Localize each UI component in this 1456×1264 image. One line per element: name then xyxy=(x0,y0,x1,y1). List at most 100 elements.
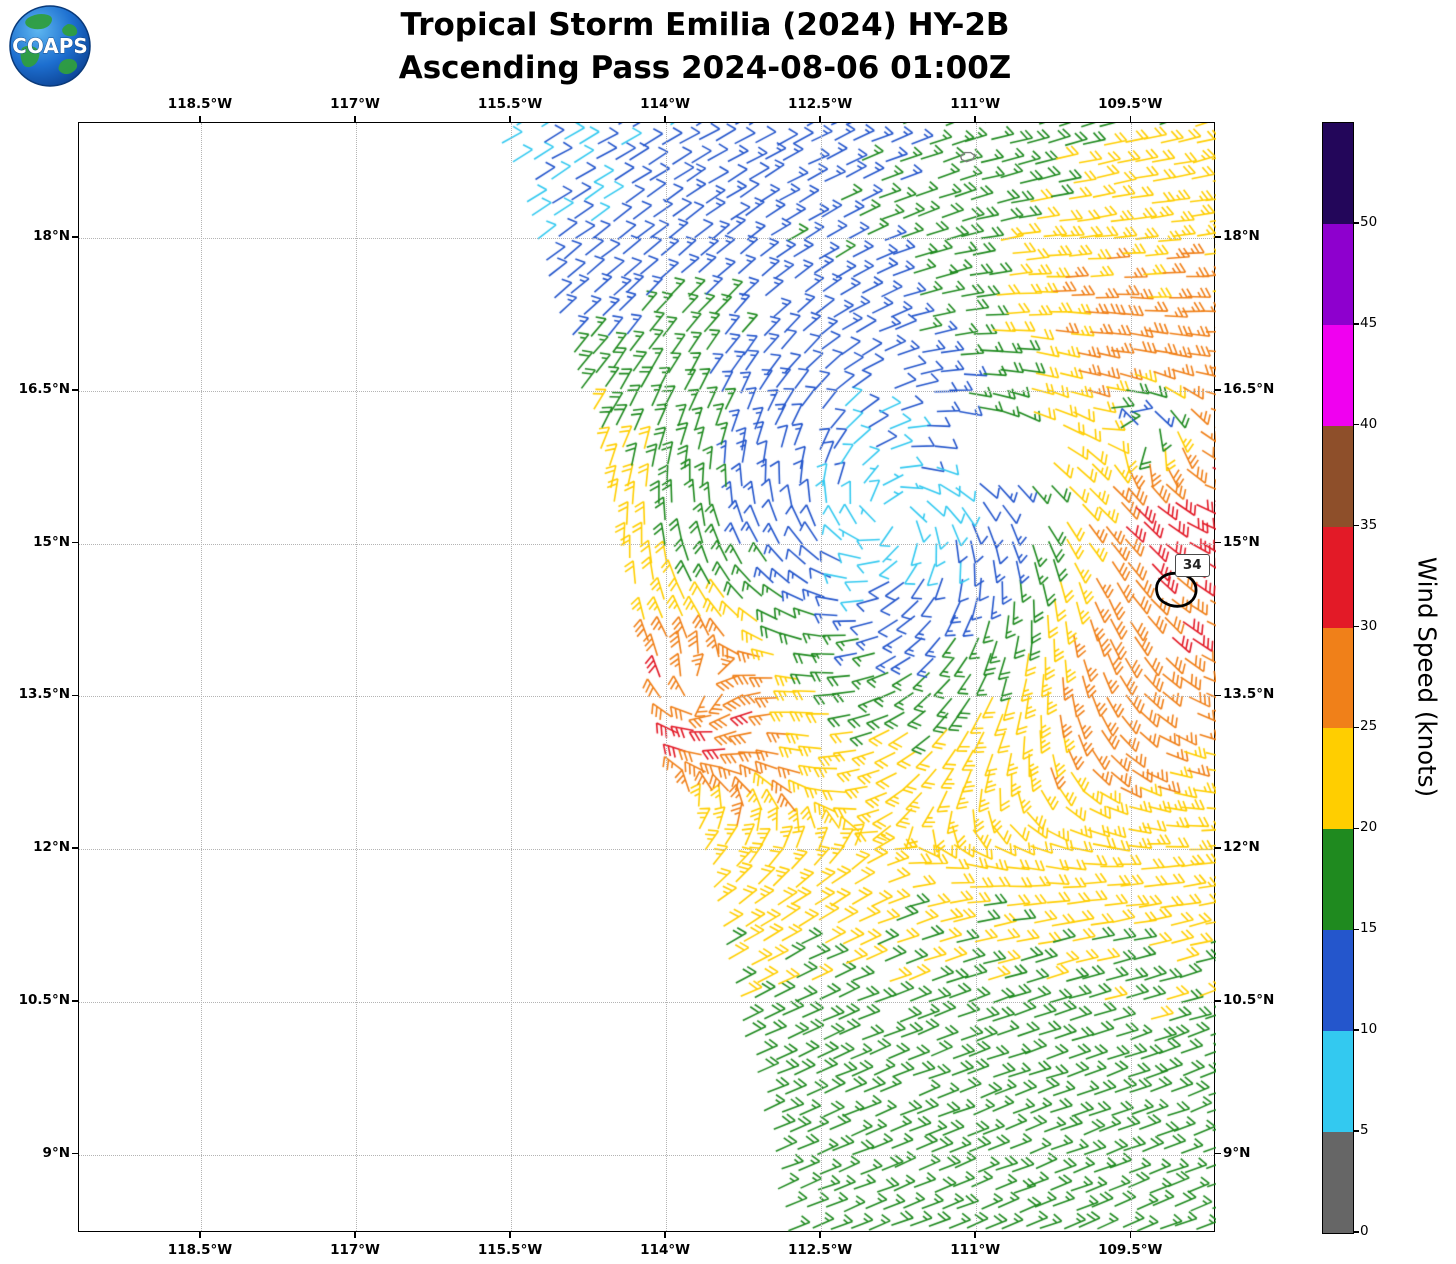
lon-tick-top xyxy=(819,116,821,122)
colorbar-tick-label: 10 xyxy=(1360,1021,1378,1038)
lon-tick-label-bottom: 109.5°W xyxy=(1098,1242,1163,1258)
lon-tick-bottom xyxy=(1129,1232,1131,1238)
lon-tick-label-bottom: 118.5°W xyxy=(167,1242,233,1258)
lat-tick-left xyxy=(72,1000,78,1002)
grid-line-vertical xyxy=(356,123,357,1231)
lat-tick-left xyxy=(72,694,78,697)
lat-tick-label-left: 13.5°N xyxy=(18,686,70,703)
lon-tick-label-top: 112.5°W xyxy=(787,96,853,112)
lat-tick-label-right: 9°N xyxy=(1223,1144,1251,1161)
lat-tick-left xyxy=(72,541,78,544)
lon-tick-label-top: 115.5°W xyxy=(477,96,543,112)
colorbar-segment-0-5 xyxy=(1323,1132,1353,1233)
lat-tick-label-right: 12°N xyxy=(1223,839,1260,856)
wind-barb-canvas xyxy=(79,123,1216,1233)
colorbar-tick xyxy=(1353,524,1359,527)
colorbar-tick-label: 50 xyxy=(1360,213,1378,230)
colorbar-segment-35-40 xyxy=(1323,425,1353,527)
colorbar-tick xyxy=(1353,424,1359,426)
lon-tick-top xyxy=(974,116,976,122)
lon-tick-bottom xyxy=(974,1232,976,1238)
colorbar-tick-label: 35 xyxy=(1360,516,1378,533)
lat-tick-label-right: 16.5°N xyxy=(1223,380,1275,397)
coaps-logo-text: COAPS xyxy=(12,34,88,58)
grid-line-vertical xyxy=(200,123,202,1231)
colorbar-tick xyxy=(1353,1029,1359,1031)
lon-tick-bottom xyxy=(509,1232,511,1238)
coaps-globe-icon: COAPS xyxy=(9,5,91,87)
grid-line-vertical xyxy=(1131,123,1133,1231)
lon-tick-top xyxy=(1129,116,1131,122)
colorbar-tick xyxy=(1353,928,1359,930)
colorbar-tick xyxy=(1353,625,1359,628)
colorbar-tick-label: 0 xyxy=(1360,1223,1369,1239)
colorbar-segment-30-35 xyxy=(1323,526,1353,628)
grid-line-vertical xyxy=(511,123,513,1231)
coaps-logo: COAPS xyxy=(8,4,92,92)
colorbar-tick-label: 40 xyxy=(1360,415,1378,432)
lon-tick-bottom xyxy=(819,1232,821,1238)
lon-tick-label-top: 109.5°W xyxy=(1098,96,1163,112)
lon-tick-label-top: 117°W xyxy=(330,96,380,112)
lon-tick-top xyxy=(664,116,666,122)
grid-line-horizontal xyxy=(79,1001,1214,1003)
colorbar-tick xyxy=(1353,827,1359,830)
colorbar-tick xyxy=(1353,222,1359,224)
colorbar-segment-20-25 xyxy=(1323,728,1353,830)
lon-tick-label-top: 118.5°W xyxy=(167,96,233,112)
lat-tick-left xyxy=(72,1152,78,1155)
figure-title-block: Tropical Storm Emilia (2024) HY-2B Ascen… xyxy=(0,4,1410,90)
lat-tick-right xyxy=(1215,1000,1221,1002)
colorbar-tick-label: 15 xyxy=(1360,920,1378,937)
grid-line-vertical xyxy=(821,123,823,1231)
colorbar-segment-5-10 xyxy=(1323,1031,1353,1133)
map-plot-area xyxy=(78,122,1216,1233)
lat-tick-label-left: 12°N xyxy=(33,839,70,856)
grid-line-vertical xyxy=(976,123,978,1231)
lat-tick-label-left: 10.5°N xyxy=(18,991,70,1008)
grid-line-horizontal xyxy=(79,543,1214,545)
lat-tick-label-left: 9°N xyxy=(42,1144,70,1161)
figure-title-line1: Tropical Storm Emilia (2024) HY-2B xyxy=(400,7,1010,43)
colorbar-tick xyxy=(1353,1130,1359,1132)
colorbar-segment-40-45 xyxy=(1323,324,1353,426)
lat-tick-left xyxy=(72,847,78,849)
lat-tick-right xyxy=(1215,236,1221,238)
colorbar-tick xyxy=(1353,1231,1359,1233)
lon-tick-top xyxy=(199,116,201,122)
lat-tick-right xyxy=(1215,847,1221,849)
lat-tick-label-left: 18°N xyxy=(33,228,70,245)
colorbar xyxy=(1322,122,1354,1234)
lat-tick-label-right: 10.5°N xyxy=(1223,991,1275,1008)
lat-tick-right xyxy=(1215,389,1221,391)
colorbar-tick-label: 20 xyxy=(1360,819,1378,836)
lat-tick-right xyxy=(1215,1152,1221,1155)
lon-tick-label-top: 111°W xyxy=(950,96,1001,112)
lat-tick-label-left: 16.5°N xyxy=(18,380,70,397)
lon-tick-bottom xyxy=(664,1232,666,1238)
grid-line-horizontal xyxy=(79,238,1214,240)
lat-tick-label-right: 15°N xyxy=(1223,533,1260,550)
colorbar-tick-label: 45 xyxy=(1360,314,1378,331)
grid-line-horizontal xyxy=(79,696,1214,698)
colorbar-title: Wind Speed (knots) xyxy=(1412,556,1442,798)
lat-tick-left xyxy=(72,389,78,391)
colorbar-segment-45-50 xyxy=(1323,223,1353,325)
lat-tick-left xyxy=(72,236,78,238)
lon-tick-bottom xyxy=(354,1232,356,1238)
grid-line-horizontal xyxy=(79,1154,1214,1156)
lon-tick-label-top: 114°W xyxy=(640,96,691,112)
lat-tick-right xyxy=(1215,541,1221,544)
lat-tick-label-right: 18°N xyxy=(1223,228,1260,245)
lat-tick-right xyxy=(1215,694,1221,697)
grid-line-horizontal xyxy=(79,849,1214,851)
colorbar-tick xyxy=(1353,323,1359,325)
colorbar-tick-label: 30 xyxy=(1360,617,1378,634)
colorbar-segment-25-30 xyxy=(1323,627,1353,729)
figure-title-line2: Ascending Pass 2024-08-06 01:00Z xyxy=(398,50,1012,86)
colorbar-tick-label: 5 xyxy=(1360,1122,1369,1139)
colorbar-segment-10-15 xyxy=(1323,930,1353,1032)
grid-line-horizontal xyxy=(79,390,1214,392)
lat-tick-label-right: 13.5°N xyxy=(1223,686,1275,703)
